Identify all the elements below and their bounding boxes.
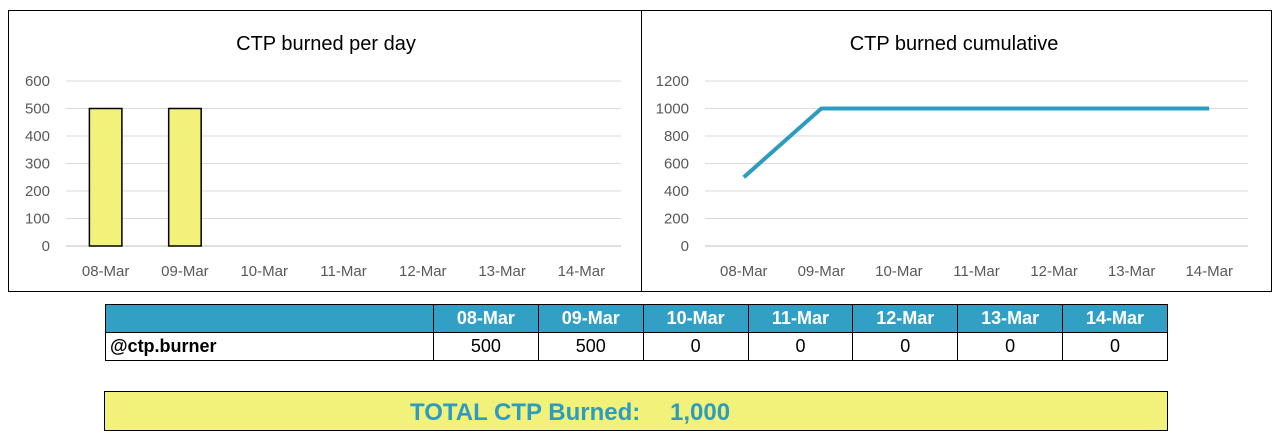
- table-header-date: 11-Mar: [747, 304, 854, 333]
- series-line: [742, 106, 1210, 179]
- x-tick-label: 12-Mar: [1030, 263, 1078, 280]
- y-tick-label: 200: [664, 211, 689, 228]
- chart-title: CTP burned per day: [236, 33, 416, 55]
- x-tick-label: 14-Mar: [1185, 263, 1233, 280]
- x-tick-label: 11-Mar: [320, 263, 366, 280]
- total-label: TOTAL CTP Burned:: [410, 399, 641, 426]
- table-header-row: 08-Mar 09-Mar 10-Mar 11-Mar 12-Mar 13-Ma…: [105, 304, 1168, 333]
- y-tick-label: 1200: [656, 73, 689, 90]
- y-tick-label: 100: [25, 211, 50, 228]
- y-tick-label: 0: [681, 238, 689, 255]
- x-tick-label: 09-Mar: [798, 263, 846, 280]
- x-tick-label: 13-Mar: [478, 263, 526, 280]
- table-cell: 500: [433, 332, 539, 361]
- table-header-date: 13-Mar: [957, 304, 1064, 333]
- y-tick-label: 800: [664, 128, 689, 145]
- bar: [167, 107, 202, 247]
- table-cell: 0: [747, 332, 854, 361]
- total-summary-box: TOTAL CTP Burned: 1,000: [104, 391, 1168, 431]
- x-tick-label: 11-Mar: [953, 263, 999, 280]
- table-cell: 500: [537, 332, 644, 361]
- table-cell: 0: [1062, 332, 1168, 361]
- table-cell: 0: [957, 332, 1064, 361]
- y-tick-label: 0: [42, 238, 50, 255]
- table-cell: 0: [642, 332, 749, 361]
- x-tick-label: 12-Mar: [399, 263, 447, 280]
- y-tick-label: 400: [664, 183, 689, 200]
- y-tick-label: 300: [25, 156, 50, 173]
- bar-chart-panel: CTP burned per day 0 100 200 300 400 500 600 08-…: [8, 10, 642, 292]
- y-tick-label: 600: [25, 73, 50, 90]
- table-corner-cell: [105, 304, 434, 333]
- row-name: @ctp.burner: [105, 332, 434, 361]
- table-header-date: 14-Mar: [1062, 304, 1168, 333]
- daily-burn-table: 08-Mar 09-Mar 10-Mar 11-Mar 12-Mar 13-Ma…: [105, 304, 1168, 361]
- table-row: @ctp.burner 500 500 0 0 0 0 0: [105, 332, 1168, 361]
- x-tick-label: 09-Mar: [161, 263, 209, 280]
- bar-chart: CTP burned per day 0 100 200 300 400 500 600 08-…: [25, 33, 621, 280]
- table-header-date: 10-Mar: [642, 304, 749, 333]
- x-tick-label: 08-Mar: [720, 263, 768, 280]
- table-cell: 0: [852, 332, 959, 361]
- x-tick-label: 08-Mar: [82, 263, 130, 280]
- x-tick-label: 10-Mar: [875, 263, 923, 280]
- x-tick-label: 14-Mar: [558, 263, 606, 280]
- bar: [88, 107, 123, 247]
- line-chart: CTP burned cumulative 0 200 400 600 800 1000 12…: [656, 33, 1248, 280]
- table-header-date: 12-Mar: [852, 304, 959, 333]
- x-tick-label: 13-Mar: [1108, 263, 1156, 280]
- line-chart-panel: CTP burned cumulative 0 200 400 600 800 1000 12…: [641, 10, 1272, 292]
- y-tick-label: 1000: [656, 101, 689, 118]
- y-tick-label: 500: [25, 101, 50, 118]
- total-value: 1,000: [670, 399, 731, 426]
- y-tick-label: 200: [25, 183, 50, 200]
- chart-title: CTP burned cumulative: [850, 33, 1059, 55]
- x-tick-label: 10-Mar: [240, 263, 288, 280]
- table-header-date: 08-Mar: [433, 304, 539, 333]
- y-tick-label: 600: [664, 156, 689, 173]
- y-tick-label: 400: [25, 128, 50, 145]
- table-header-date: 09-Mar: [537, 304, 644, 333]
